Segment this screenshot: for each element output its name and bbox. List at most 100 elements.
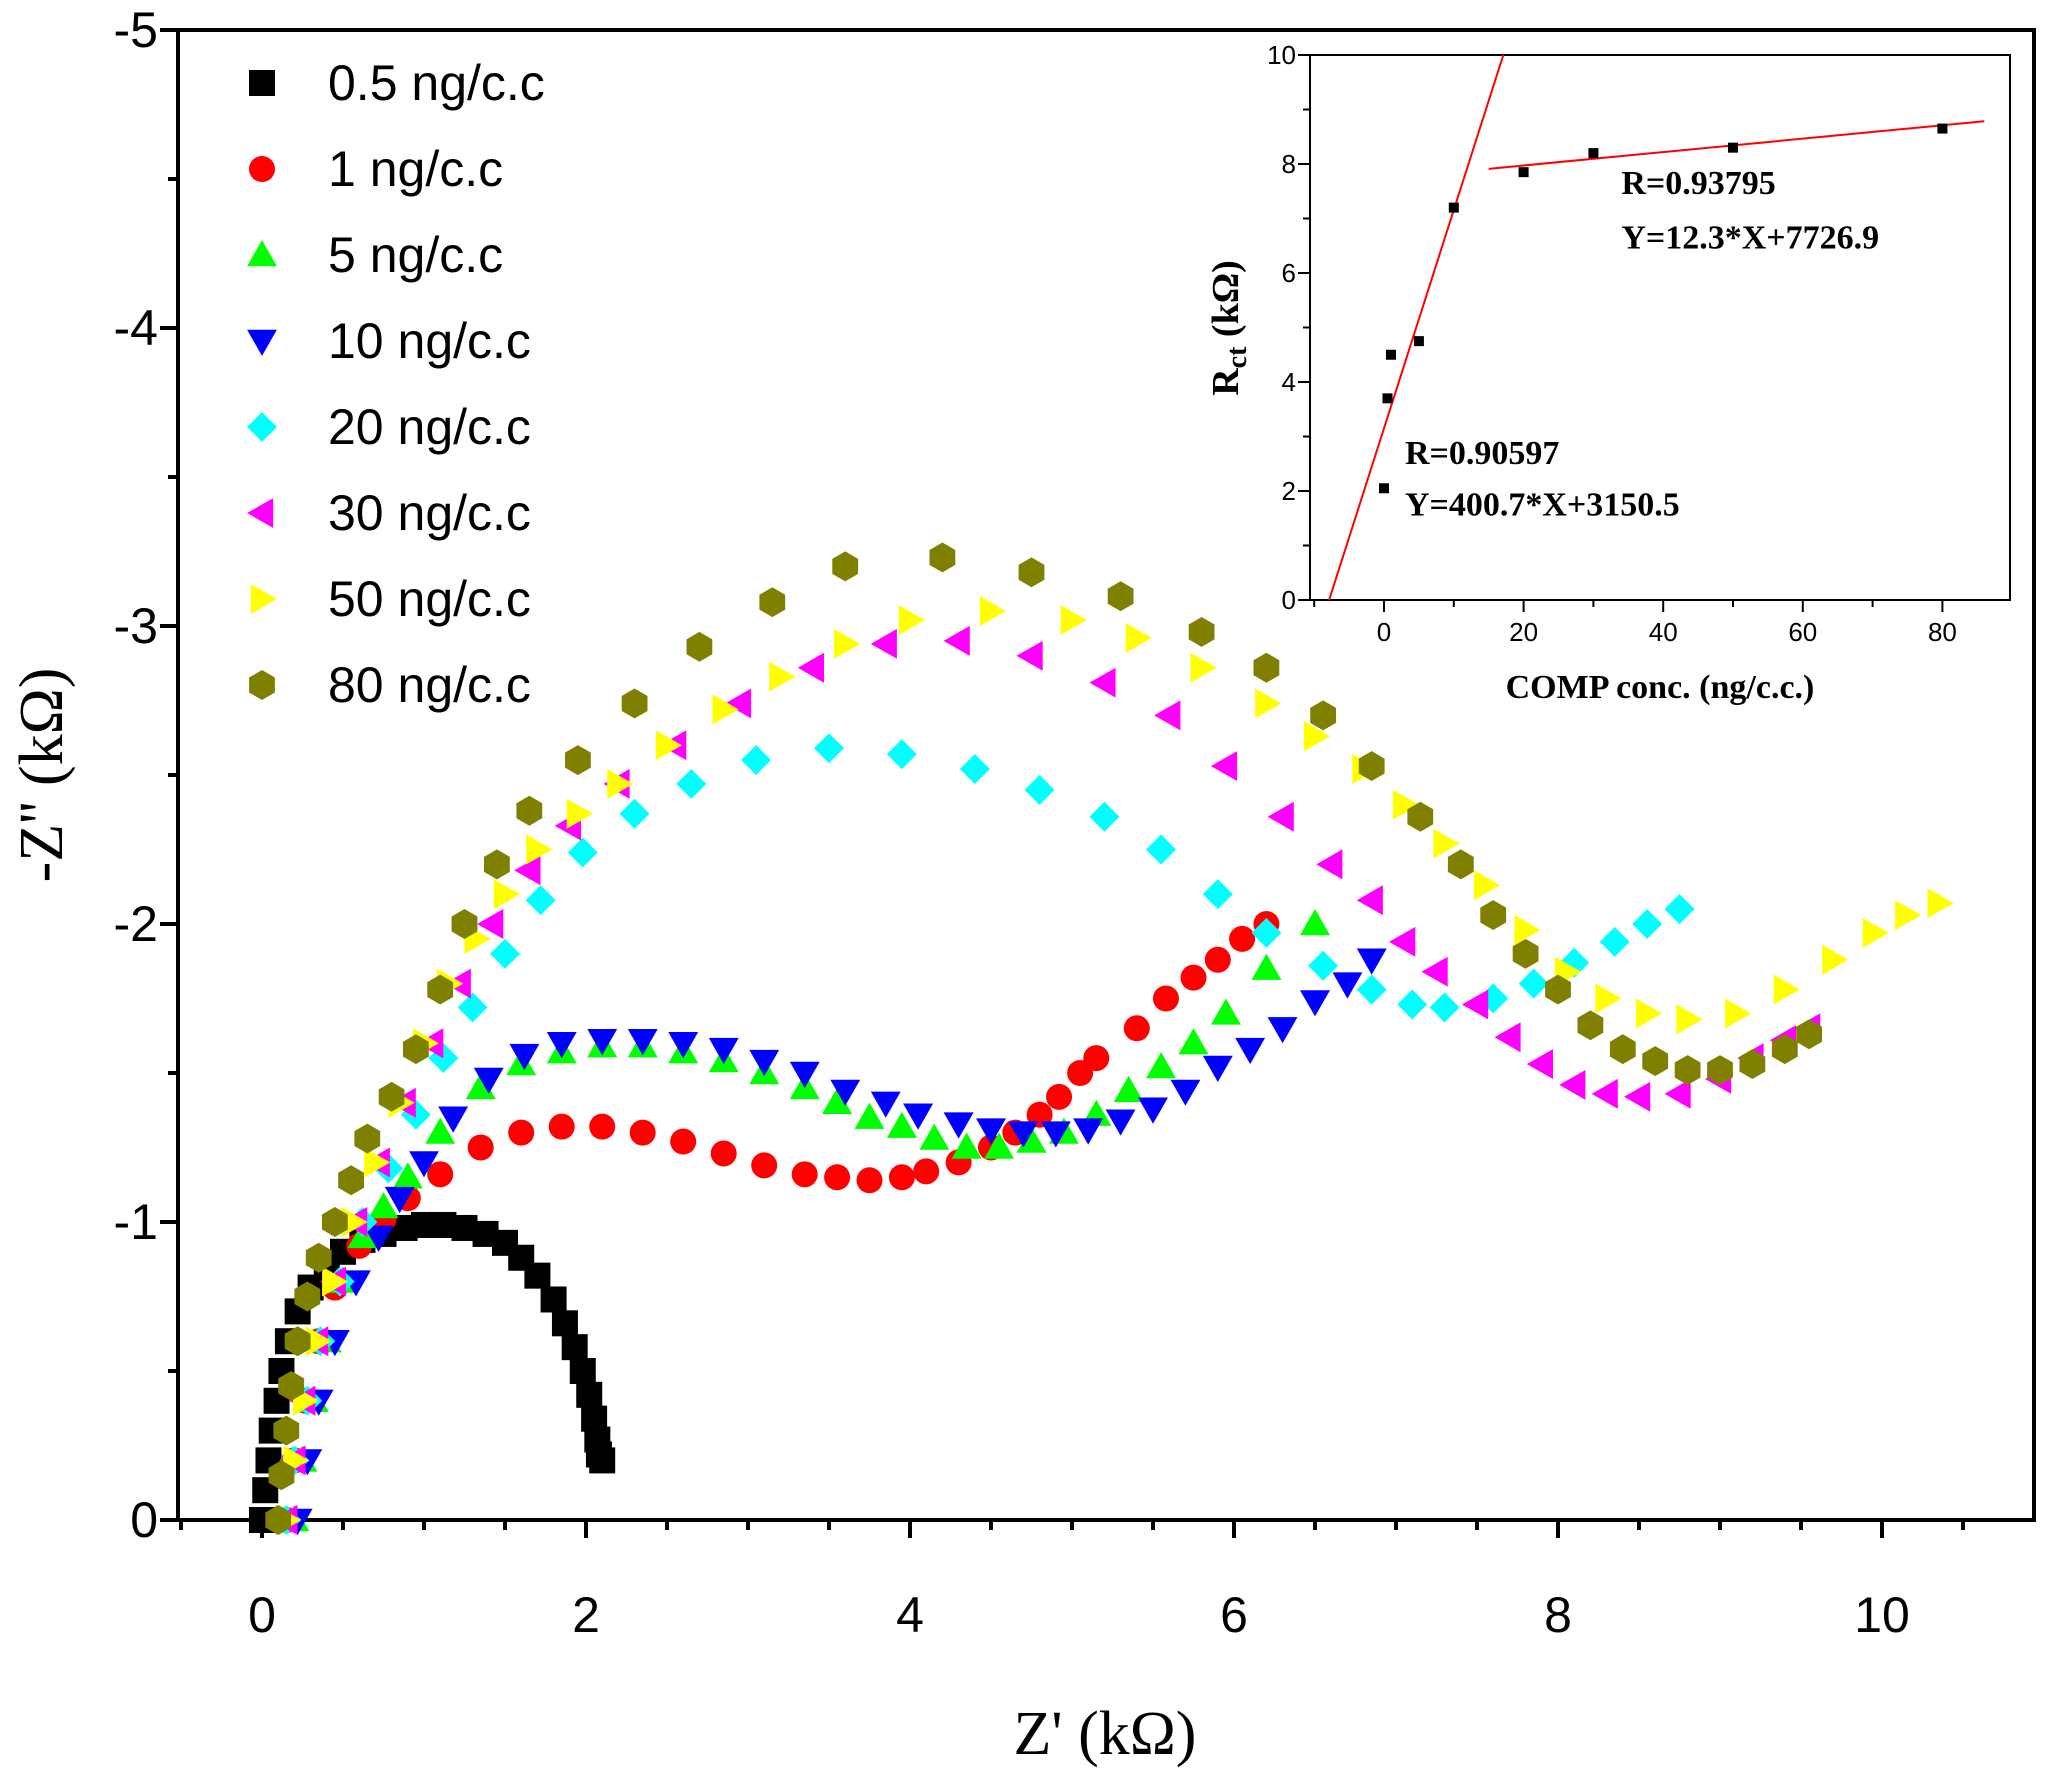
series-50-ng-c-c (275, 596, 1954, 1535)
data-point (1229, 925, 1256, 952)
data-point (589, 1113, 616, 1140)
inset-x-tick-label: 60 (1788, 617, 1817, 647)
inset-y-axis-label: Rct (kΩ) (1205, 260, 1253, 396)
data-point (1123, 1015, 1150, 1042)
legend-label: 10 ng/c.c (328, 313, 531, 369)
data-point (1024, 774, 1055, 805)
data-point (627, 1029, 658, 1056)
data-point (1073, 1118, 1104, 1145)
data-point (834, 628, 861, 659)
inset-x-tick-label: 0 (1377, 617, 1391, 647)
data-point (378, 1081, 405, 1112)
data-point (824, 1164, 851, 1191)
data-point (870, 1091, 901, 1118)
y-tick-label: -5 (114, 2, 158, 58)
data-point (708, 1037, 739, 1065)
data-point (668, 1032, 699, 1059)
data-point (525, 885, 556, 916)
data-point (509, 1043, 540, 1071)
inset-plot-frame (1309, 54, 2011, 601)
data-point (1862, 918, 1889, 948)
data-point (830, 1079, 861, 1106)
inset-data-point (1728, 142, 1738, 153)
data-point (789, 1061, 820, 1088)
legend-label: 30 ng/c.c (328, 485, 531, 541)
data-point (919, 1123, 950, 1150)
legend-marker (249, 70, 275, 96)
data-point (565, 745, 591, 776)
data-point (1632, 909, 1663, 939)
data-point (686, 631, 713, 662)
data-point (1514, 915, 1541, 945)
data-point (490, 938, 520, 969)
data-point (1518, 968, 1549, 999)
fit-annotation: R=0.90597 (1405, 435, 1559, 472)
fit-annotation: Y=12.3*X+7726.9 (1621, 219, 1879, 256)
legend-item: 50 ng/c.c (250, 571, 531, 627)
legend-marker (247, 240, 277, 267)
data-point (1190, 652, 1217, 683)
series-30-ng-c-c (271, 625, 1821, 1535)
data-point (1255, 688, 1282, 719)
data-point (438, 1106, 469, 1133)
data-point (607, 769, 634, 799)
data-point (913, 1158, 940, 1185)
legend-item: 80 ng/c.c (249, 657, 531, 713)
data-point (1300, 990, 1330, 1017)
data-point (710, 1140, 737, 1167)
data-point (670, 1128, 697, 1155)
legend-label: 5 ng/c.c (328, 227, 503, 283)
data-point (1664, 894, 1695, 925)
data-point (1180, 964, 1207, 991)
data-point (1300, 909, 1330, 936)
legend-label: 80 ng/c.c (328, 657, 531, 713)
data-point (516, 795, 543, 826)
inset-y-label-sub: ct (1222, 346, 1253, 368)
data-point (1026, 1101, 1053, 1128)
inset-data-point (1382, 393, 1393, 404)
series-20-ng-c-c (271, 733, 1695, 1535)
data-point (929, 542, 956, 573)
data-point (576, 1381, 603, 1408)
data-point (629, 1119, 656, 1146)
data-point (751, 1152, 778, 1179)
data-point (959, 754, 990, 784)
data-point (1089, 667, 1116, 698)
data-point (1083, 1045, 1110, 1072)
main-chart: 0 2 4 6 8 10 0 -1 -2 -3 -4 -5 0.5 ng/c.c 1 ng/c.c 5 n… (8, 2, 2036, 1768)
data-point (305, 1242, 332, 1273)
data-point (1178, 1028, 1209, 1055)
main-tick-labels: 0 2 4 6 8 10 0 -1 -2 -3 -4 -5 (114, 2, 1910, 1643)
data-point (886, 1111, 917, 1138)
data-point (1356, 885, 1383, 916)
data-point (1526, 1049, 1553, 1079)
data-point (655, 730, 682, 761)
data-point (354, 1123, 381, 1154)
inset-x-axis-label: COMP conc. (ng/c.c.) (1506, 669, 1815, 706)
inset-data-point (1413, 336, 1424, 347)
data-point (1407, 801, 1434, 832)
data-point (1235, 1037, 1266, 1065)
fit-line (1328, 55, 1505, 600)
data-point (569, 1358, 596, 1384)
data-point (278, 1371, 305, 1401)
data-point (741, 745, 771, 776)
legend-marker (249, 156, 275, 182)
data-point (1725, 998, 1752, 1029)
y-tick-label: -4 (114, 300, 158, 356)
legend-item: 5 ng/c.c (247, 227, 503, 283)
data-point (467, 1134, 494, 1161)
data-point (854, 1102, 885, 1129)
inset-data-point (1379, 483, 1389, 494)
data-point (1016, 640, 1043, 671)
data-point (473, 1067, 504, 1094)
y-tick-label: 0 (130, 1492, 158, 1548)
data-point (1138, 1097, 1168, 1124)
data-point (1107, 581, 1134, 612)
data-point (457, 992, 488, 1023)
data-point (1664, 1078, 1691, 1109)
data-point (797, 652, 824, 683)
data-point (1211, 751, 1238, 781)
data-point (1008, 1121, 1039, 1148)
inset-y-tick-label: 4 (1282, 367, 1296, 397)
